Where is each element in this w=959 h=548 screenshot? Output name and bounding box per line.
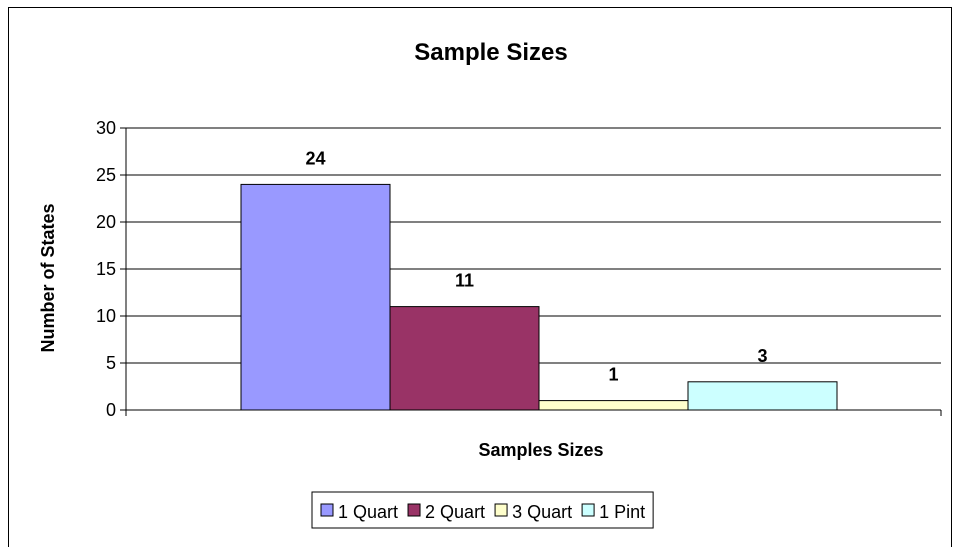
y-tick-label: 30 [96, 118, 116, 138]
legend: 1 Quart 2 Quart 3 Quart 1 Pint [311, 491, 654, 529]
y-tick-label: 25 [96, 165, 116, 185]
y-tick-label: 5 [106, 353, 116, 373]
bar-3-quart [538, 400, 689, 411]
legend-box [311, 491, 654, 529]
y-tick-label: 20 [96, 212, 116, 232]
legend-label: 1 Quart [338, 502, 398, 522]
legend-swatch [407, 503, 421, 517]
y-axis-ticks: 0 5 10 15 20 25 30 [96, 118, 126, 420]
chart-title: Sample Sizes [414, 39, 567, 66]
legend-label: 2 Quart [425, 502, 485, 522]
data-label: 24 [305, 148, 325, 168]
y-tick-label: 0 [106, 400, 116, 420]
data-label: 11 [455, 271, 474, 291]
bars [240, 183, 838, 411]
x-axis-title: Samples Sizes [478, 440, 603, 460]
chart-frame: Sample Sizes 0 5 10 15 20 25 30 24 11 1 3 Number … [8, 7, 952, 547]
data-label: 3 [757, 346, 767, 366]
data-label: 1 [608, 365, 618, 385]
bar-1-pint [687, 381, 838, 411]
legend-swatch [320, 503, 334, 517]
y-tick-label: 15 [96, 259, 116, 279]
y-tick-label: 10 [96, 306, 116, 326]
y-axis-title: Number of States [38, 203, 58, 352]
legend-swatch [581, 503, 595, 517]
bar-2-quart [389, 306, 540, 411]
axes [125, 128, 942, 416]
legend-items: 1 Quart 2 Quart 3 Quart 1 Pint [320, 502, 645, 522]
legend-label: 1 Pint [599, 502, 645, 522]
legend-swatch [494, 503, 508, 517]
bar-1-quart [240, 183, 391, 411]
legend-label: 3 Quart [512, 502, 572, 522]
